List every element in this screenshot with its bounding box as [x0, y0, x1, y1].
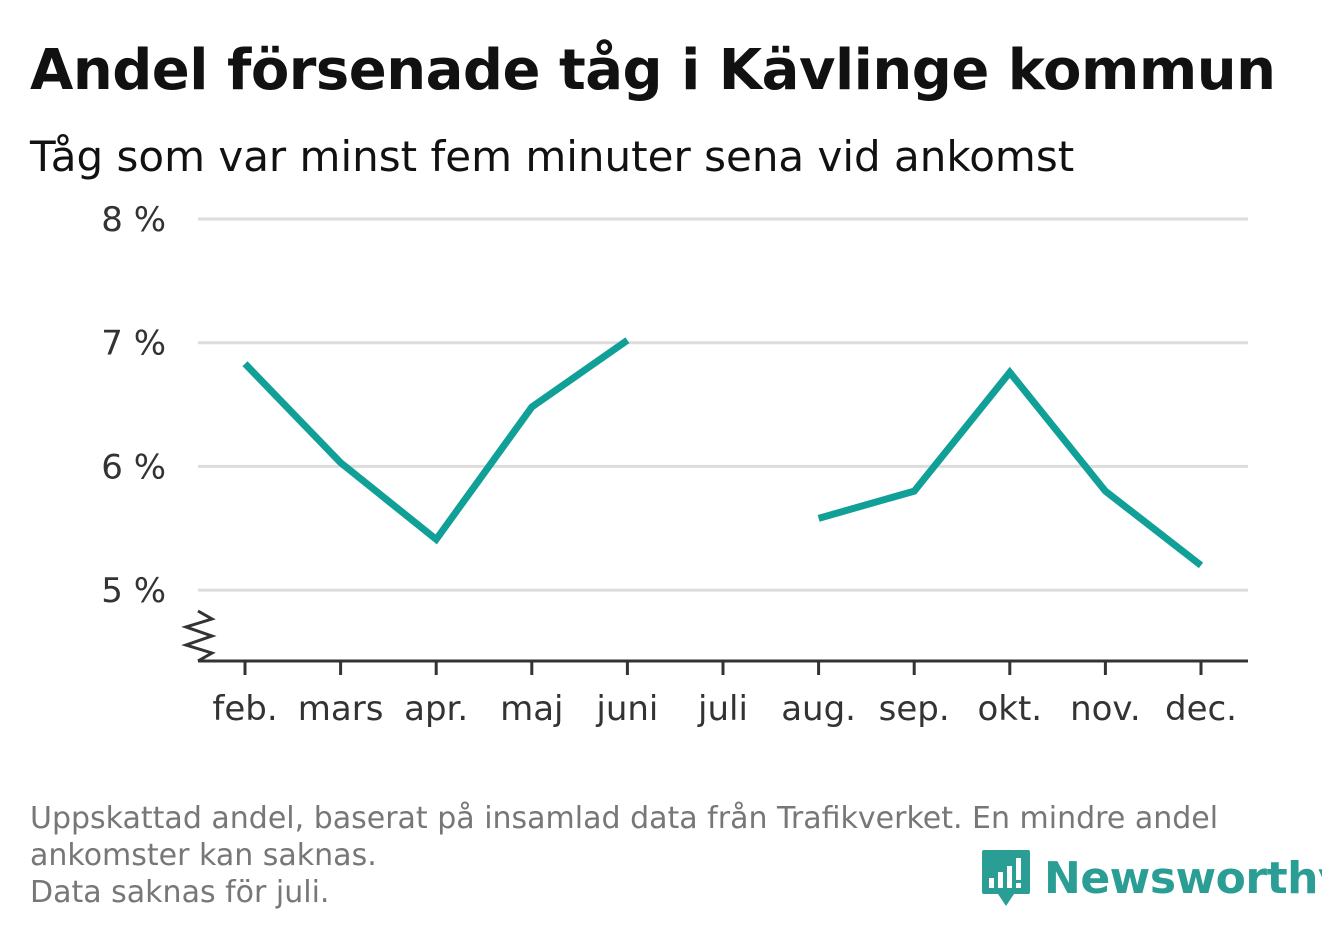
footnote-line: ankomster kan saknas.	[30, 838, 377, 873]
x-tick-label: dec.	[1165, 689, 1237, 729]
x-axis	[181, 609, 1248, 675]
y-tick-label: 7 %	[101, 324, 166, 364]
chart-title: Andel försenade tåg i Kävlinge kommun	[30, 38, 1276, 103]
y-tick-label: 8 %	[101, 200, 166, 240]
newsworthy-bar-chart-icon	[982, 850, 1030, 906]
x-tick-label: juni	[595, 689, 658, 729]
footnote: Uppskattad andel, baserat på insamlad da…	[30, 800, 1280, 911]
logo-text: Newsworthy	[1044, 852, 1322, 904]
x-tick-label: aug.	[781, 689, 856, 729]
x-tick-label: sep.	[879, 689, 950, 729]
x-tick-label: mars	[298, 689, 384, 729]
y-axis-labels: 5 % 6 % 7 % 8 %	[101, 200, 166, 611]
footnote-line: Uppskattad andel, baserat på insamlad da…	[30, 801, 1219, 836]
x-tick-label: maj	[500, 689, 563, 729]
x-tick-label: feb.	[212, 689, 277, 729]
y-tick-label: 5 %	[101, 571, 166, 611]
x-tick-label: juli	[697, 689, 748, 729]
x-tick-label: okt.	[977, 689, 1042, 729]
series-line-segment	[242, 337, 630, 545]
y-tick-label: 6 %	[101, 447, 166, 487]
grid-lines	[198, 217, 1248, 592]
chart-subtitle: Tåg som var minst fem minuter sena vid a…	[30, 132, 1075, 181]
newsworthy-logo[interactable]: Newsworthy	[980, 848, 1322, 908]
axis-break-icon	[181, 609, 217, 663]
series-line-segment	[817, 366, 1204, 569]
x-tick-label: apr.	[404, 689, 468, 729]
series-lines	[242, 337, 1204, 569]
x-axis-labels: feb. mars apr. maj juni juli aug. sep. okt. nov. d…	[212, 689, 1237, 729]
footnote-line: Data saknas för juli.	[30, 875, 330, 910]
x-tick-label: nov.	[1070, 689, 1141, 729]
line-chart: 5 % 6 % 7 % 8 % feb. mars apr. maj juni juli aug.…	[101, 200, 1248, 729]
